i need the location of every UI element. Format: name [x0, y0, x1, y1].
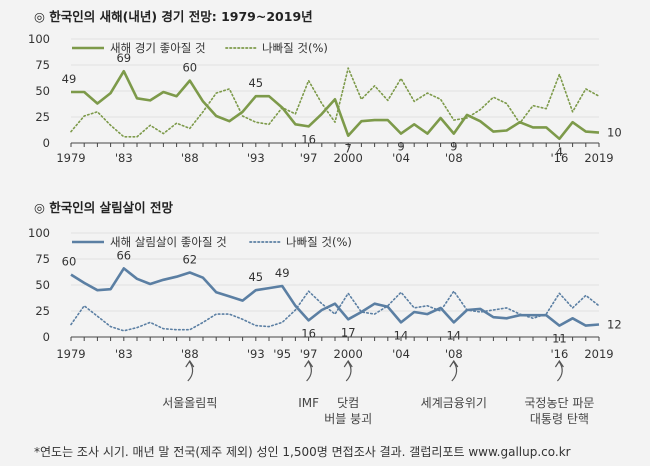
data-label: 9: [397, 140, 404, 154]
series-line-bad: [70, 290, 600, 332]
chart-title: ◎ 한국인의 살림살이 전망: [34, 200, 173, 215]
series-line-bad: [70, 67, 600, 138]
y-tick-label: 0: [43, 330, 50, 344]
x-tick-label: '04: [392, 151, 410, 165]
x-tick-label: 2000: [334, 151, 363, 165]
data-label: 60: [62, 255, 77, 269]
chart-1: ◎ 한국인의 새해(내년) 경기 전망: 1979~2019년 0 25 50 75 10…: [28, 9, 622, 165]
data-label: 45: [248, 270, 263, 284]
data-label: 12: [607, 318, 622, 332]
x-tick-label: '88: [181, 151, 199, 165]
x-tick-label: 1979: [56, 347, 85, 361]
legend-label: 새해 경기 좋아질 것: [110, 41, 206, 55]
chart-title: ◎ 한국인의 새해(내년) 경기 전망: 1979~2019년: [34, 9, 313, 24]
data-label: 7: [345, 142, 352, 156]
y-tick-label: 25: [35, 110, 50, 124]
y-tick-label: 50: [35, 84, 50, 98]
legend: 새해 살림살이 좋아질 것 나빠질 것(%): [72, 235, 352, 249]
annotation-text: 대통령 탄핵: [530, 412, 589, 426]
annotation-arrowhead: [185, 359, 195, 368]
legend-label: 나빠질 것(%): [286, 235, 352, 249]
data-label: 16: [301, 132, 316, 146]
x-tick-label: '95: [273, 347, 291, 361]
annotation-text: 닷컴: [337, 396, 359, 410]
y-tick-label: 50: [35, 278, 50, 292]
x-tick-label: '93: [247, 347, 265, 361]
y-tick-label: 0: [43, 136, 50, 150]
event-annotation: 세계금융위기: [421, 359, 487, 410]
y-tick-label: 25: [35, 304, 50, 318]
chart-2: ◎ 한국인의 살림살이 전망 0 25 50 75 100 1979 '83 '88 '93 '95…: [28, 200, 622, 426]
annotation-arrowhead: [449, 359, 459, 368]
x-tick-label: '83: [115, 151, 133, 165]
footnote: *연도는 조사 시기. 매년 말 전국(제주 제외) 성인 1,500명 면접조…: [34, 445, 571, 459]
x-tick-label: '83: [115, 347, 133, 361]
x-tick-label: 1979: [56, 151, 85, 165]
annotation-arrow: [345, 361, 352, 382]
x-tick-label: '08: [445, 347, 463, 361]
x-tick-label: '97: [300, 151, 318, 165]
y-tick-label: 100: [28, 226, 50, 240]
data-label: 62: [182, 253, 197, 267]
event-annotation: 서울올림픽: [162, 359, 217, 410]
annotation-arrow: [187, 361, 194, 382]
data-label: 4: [556, 145, 563, 159]
x-tick-label: '04: [392, 347, 410, 361]
x-tick-label: 2019: [584, 151, 613, 165]
annotation-text: IMF: [298, 396, 319, 410]
annotation-arrow: [451, 361, 458, 382]
x-tick-label: '16: [551, 151, 569, 165]
x-tick-label: '97: [300, 347, 318, 361]
data-label: 45: [248, 76, 263, 90]
data-label: 66: [116, 248, 131, 262]
data-label: 49: [275, 266, 290, 280]
annotation-arrowhead: [343, 359, 353, 368]
data-label: 14: [394, 328, 409, 342]
series-line-good: [70, 267, 600, 327]
annotation-text: 세계금융위기: [421, 396, 487, 410]
annotation-text: 버블 붕괴: [324, 412, 372, 426]
legend-label: 나빠질 것(%): [262, 41, 328, 55]
event-annotation: IMF: [298, 359, 319, 410]
x-tick-label: '88: [181, 347, 199, 361]
data-label: 17: [341, 325, 356, 339]
annotation-arrow: [306, 361, 312, 382]
data-label: 14: [446, 328, 461, 342]
x-tick-label: 2019: [584, 347, 613, 361]
annotation-arrowhead: [554, 359, 564, 368]
data-label: 10: [607, 126, 622, 140]
data-label: 49: [62, 72, 77, 86]
legend: 새해 경기 좋아질 것 나빠질 것(%): [72, 41, 328, 55]
annotation-arrowhead: [304, 359, 314, 368]
series-line-good: [71, 69, 600, 141]
annotation-arrow: [556, 361, 563, 382]
data-label: 69: [116, 51, 131, 65]
y-tick-label: 100: [28, 32, 50, 46]
y-tick-label: 75: [35, 58, 50, 72]
annotation-text: 국정농단 파문: [524, 396, 594, 410]
data-label: 60: [182, 61, 197, 75]
data-label: 9: [450, 140, 457, 154]
data-label: 11: [552, 332, 567, 346]
legend-label: 새해 살림살이 좋아질 것: [110, 235, 227, 249]
x-tick-label: 2000: [334, 347, 363, 361]
x-tick-label: '16: [551, 347, 569, 361]
data-label: 16: [301, 326, 316, 340]
annotation-text: 서울올림픽: [162, 396, 217, 410]
x-tick-label: '08: [445, 151, 463, 165]
y-tick-label: 75: [35, 252, 50, 266]
x-tick-label: '93: [247, 151, 265, 165]
